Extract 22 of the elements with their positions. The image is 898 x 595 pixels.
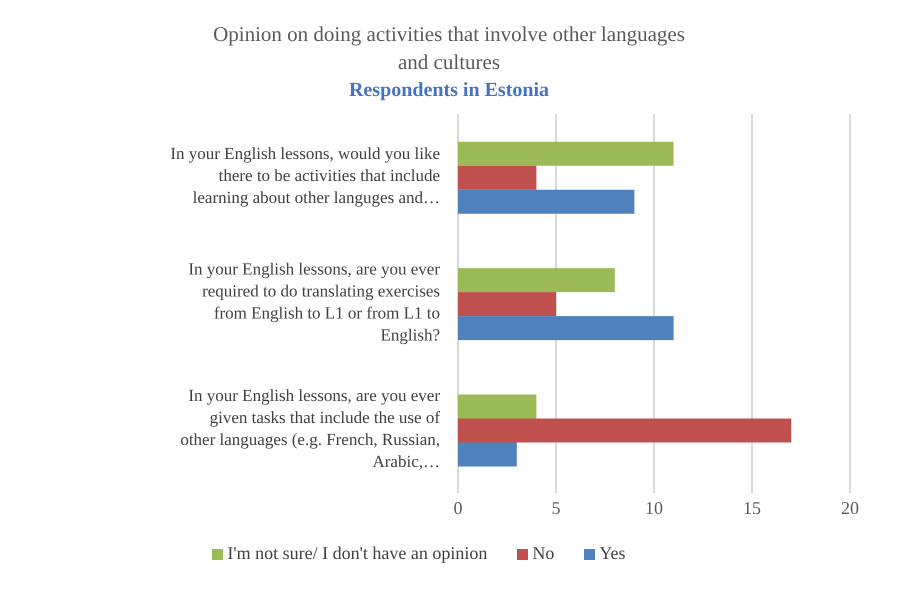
bar [458,394,536,418]
chart-subtitle: Respondents in Estonia [348,78,550,103]
x-tick-label: 15 [743,498,761,518]
x-tick-label: 10 [645,498,663,518]
x-tick-label: 0 [454,498,462,518]
bar [458,268,615,292]
bar [458,166,536,190]
x-tick-label: 5 [552,498,560,518]
y-tick-label: In your English lessons, would you like there to be activities that include learning about other languges and… [170,144,440,208]
bar [458,316,674,340]
bar [458,418,792,442]
bar [458,190,634,214]
bar [458,142,674,166]
legend-label: No [532,543,554,563]
bar [458,292,556,316]
bar [458,442,517,466]
x-tick-label: 20 [841,498,859,518]
legend-label: Yes [599,543,626,563]
chart-title: Opinion on doing activities that involve other languages and cultures [212,21,686,76]
y-tick-label: In your English lessons, are you ever required to do translating exercises from English to L1 or from L1 to English? [188,259,440,344]
y-tick-label: In your English lessons, are you ever given tasks that include the use of other languages (e.g. French, Russian, Arabic,… [180,386,440,471]
legend-label: I'm not sure/ I don't have an opinion [227,543,488,563]
